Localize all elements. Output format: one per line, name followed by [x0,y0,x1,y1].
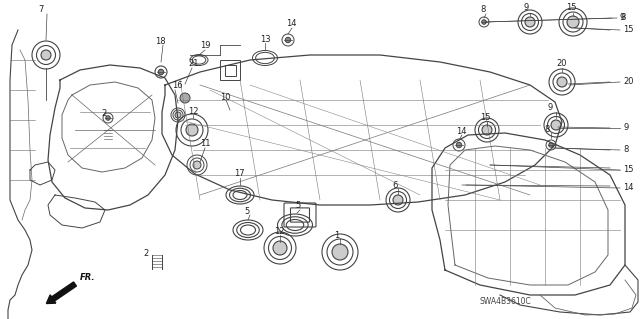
Text: 8: 8 [480,5,485,14]
Text: 20: 20 [623,78,634,86]
Circle shape [180,93,190,103]
Text: 5: 5 [244,207,249,217]
Text: 6: 6 [392,181,397,189]
Circle shape [456,142,461,148]
Text: SWA4B3610C: SWA4B3610C [480,298,532,307]
Text: 15: 15 [566,4,577,12]
Text: 5: 5 [295,202,300,211]
Circle shape [106,116,110,120]
Circle shape [482,125,492,135]
Circle shape [158,69,164,75]
Text: 14: 14 [286,19,296,28]
Text: 8: 8 [623,145,628,154]
Circle shape [551,120,561,130]
Circle shape [332,244,348,260]
Text: 2: 2 [101,109,106,118]
Circle shape [548,143,553,147]
Circle shape [41,50,51,60]
Text: 8: 8 [620,13,625,23]
Circle shape [193,161,201,169]
Text: FR.: FR. [80,273,95,283]
Circle shape [273,241,287,255]
Text: 12: 12 [274,227,285,236]
Circle shape [175,112,181,118]
Text: 13: 13 [260,34,271,43]
Text: 9: 9 [548,103,553,113]
Text: 12: 12 [188,108,198,116]
Text: 19: 19 [200,41,211,50]
Text: 14: 14 [456,128,467,137]
FancyArrow shape [46,282,76,303]
Circle shape [393,195,403,205]
Text: 14: 14 [623,183,634,192]
Text: 7: 7 [38,4,44,13]
Text: 16: 16 [172,81,182,91]
Text: 10: 10 [220,93,230,101]
Text: 17: 17 [234,169,244,179]
Text: 9: 9 [620,13,625,23]
Text: 1: 1 [334,232,339,241]
Text: 20: 20 [556,60,566,69]
Text: 18: 18 [155,38,166,47]
Circle shape [557,77,567,87]
Text: 11: 11 [200,139,211,149]
Circle shape [567,16,579,28]
Circle shape [482,20,486,24]
Text: 15: 15 [623,26,634,34]
Text: 15: 15 [480,114,490,122]
Circle shape [285,37,291,43]
Circle shape [186,124,198,136]
Text: 9: 9 [524,4,529,12]
Text: 21: 21 [188,60,198,69]
Text: 15: 15 [623,166,634,174]
Text: 9: 9 [623,123,628,132]
Circle shape [525,17,535,27]
Text: 2: 2 [143,249,148,257]
Text: 8: 8 [544,125,549,135]
